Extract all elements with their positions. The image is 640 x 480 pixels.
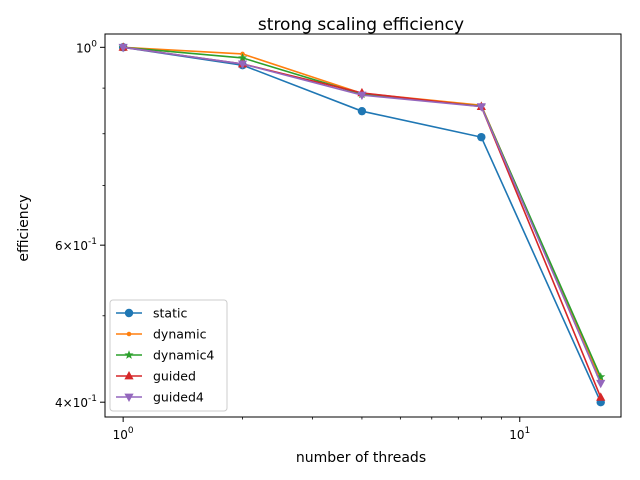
- data-point-dynamic4: [596, 372, 606, 381]
- legend-label: static: [153, 306, 187, 321]
- legend-marker-guided4: [124, 393, 134, 402]
- legend-marker-dynamic: [126, 331, 132, 337]
- data-point-static: [357, 106, 367, 116]
- y-tick-label: 100: [76, 39, 97, 55]
- legend-item-guided: guided: [116, 369, 196, 384]
- legend-label: dynamic4: [153, 348, 214, 363]
- series-group: [118, 42, 606, 407]
- y-tick-label: 6×10-1: [55, 237, 97, 253]
- data-point-guided4: [237, 60, 248, 69]
- legend-label: dynamic: [153, 327, 207, 342]
- data-point-guided: [596, 392, 606, 401]
- y-tick-label: 4×10-1: [55, 394, 97, 410]
- legend-marker-static: [124, 308, 134, 318]
- legend-marker-dynamic4: [124, 350, 134, 359]
- data-point-guided4: [357, 91, 367, 101]
- legend: static dynamic dynamic4 guided guided4: [109, 299, 228, 412]
- legend-box: [109, 299, 228, 412]
- legend-item-dynamic: dynamic: [116, 327, 207, 342]
- legend-label: guided: [153, 369, 196, 384]
- series-guided4: [118, 43, 606, 389]
- data-point-guided4: [476, 103, 486, 112]
- x-axis-label: number of threads: [296, 450, 426, 466]
- data-point-dynamic4: [237, 53, 248, 62]
- y-axis: 100 6×10-1 4×10-1: [55, 39, 105, 410]
- x-tick-label: 101: [509, 426, 530, 442]
- data-point-guided4: [118, 43, 128, 53]
- legend-label: guided4: [153, 390, 204, 405]
- legend-item-static: static: [116, 306, 187, 321]
- data-point-static: [477, 132, 486, 142]
- plot-frame: [104, 33, 622, 418]
- x-tick-label: 100: [113, 426, 134, 442]
- legend-item-dynamic4: dynamic4: [116, 348, 214, 363]
- chart-title: strong scaling efficiency: [258, 15, 464, 35]
- legend-item-guided4: guided4: [116, 390, 204, 405]
- x-axis: 100 101: [113, 417, 530, 442]
- legend-marker-guided: [124, 371, 134, 380]
- data-point-guided4: [596, 379, 606, 389]
- y-axis-label: efficiency: [16, 194, 32, 261]
